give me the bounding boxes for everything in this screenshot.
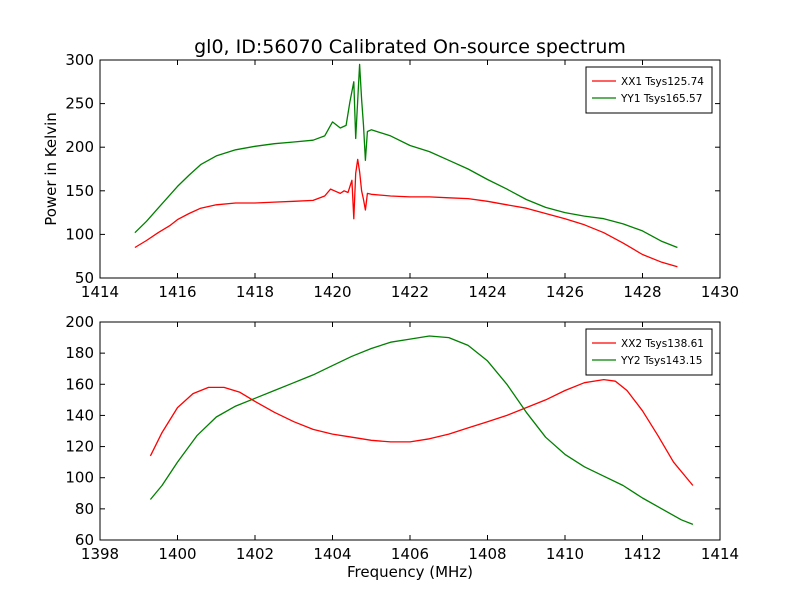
x-tick-label: 1418 [236,283,274,301]
x-tick-label: 1430 [701,283,739,301]
legend-label-2: YY1 Tsys165.57 [620,93,702,105]
figure-title: gl0, ID:56070 Calibrated On-source spect… [194,36,626,58]
y-tick-label: 180 [65,344,94,362]
legend-box [585,328,713,376]
x-tick-label: 1416 [158,283,196,301]
legend-box [585,66,713,114]
y-tick-label: 120 [65,438,94,456]
series-line-2 [149,335,694,526]
x-tick-label: 1414 [701,545,739,563]
x-tick-label: 1402 [236,545,274,563]
y-tick-label: 140 [65,406,94,424]
x-tick-label: 1406 [391,545,429,563]
y-tick-label: 60 [75,531,94,549]
y-tick-label: 250 [65,95,94,113]
x-tick-label: 1400 [158,545,196,563]
top-spectrum-panel: 1414 1416 1418 1420 1422 1424 1426 1428 1430 50 10… [42,51,739,301]
legend-label-2: YY2 Tsys143.15 [620,355,702,367]
x-tick-label: 1408 [468,545,506,563]
y-axis-label: Power in Kelvin [42,112,60,226]
bottom-spectrum-panel: 1398 1400 1402 1404 1406 1408 1410 1412 1414 60 80… [65,313,739,581]
x-axis-label: Frequency (MHz) [347,563,473,581]
series-line-1 [134,158,678,268]
x-tick-label: 1414 [81,283,119,301]
x-tick-label: 1428 [623,283,661,301]
x-tick-label: 1422 [391,283,429,301]
x-tick-label: 1424 [468,283,506,301]
y-tick-label: 160 [65,375,94,393]
y-tick-label: 80 [75,500,94,518]
x-tick-label: 1410 [546,545,584,563]
x-tick-label: 1426 [546,283,584,301]
y-tick-label: 200 [65,138,94,156]
y-tick-label: 50 [75,269,94,287]
legend-label-1: XX2 Tsys138.61 [621,338,704,350]
y-tick-label: 300 [65,51,94,69]
series-line-1 [149,378,694,486]
y-tick-label: 100 [65,469,94,487]
y-tick-label: 150 [65,182,94,200]
series-line-2 [134,63,678,249]
x-tick-label: 1398 [81,545,119,563]
y-tick-label: 200 [65,313,94,331]
x-tick-label: 1404 [313,545,351,563]
x-tick-label: 1420 [313,283,351,301]
legend-label-1: XX1 Tsys125.74 [621,76,704,88]
y-tick-label: 100 [65,225,94,243]
x-tick-label: 1412 [623,545,661,563]
